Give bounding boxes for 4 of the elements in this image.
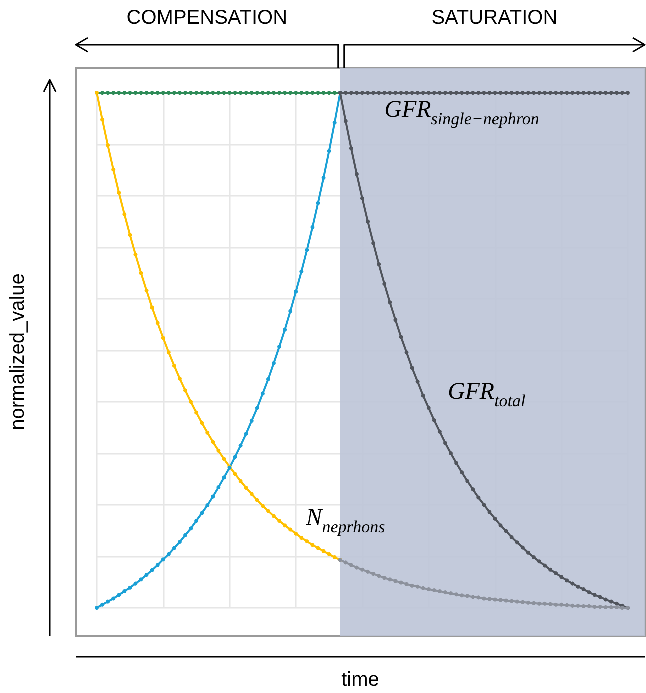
x-axis-title: time bbox=[342, 669, 380, 691]
text: COMPENSATION bbox=[126, 7, 288, 29]
y-axis-title: normalized_value bbox=[7, 274, 29, 430]
text: SATURATION bbox=[432, 7, 558, 29]
